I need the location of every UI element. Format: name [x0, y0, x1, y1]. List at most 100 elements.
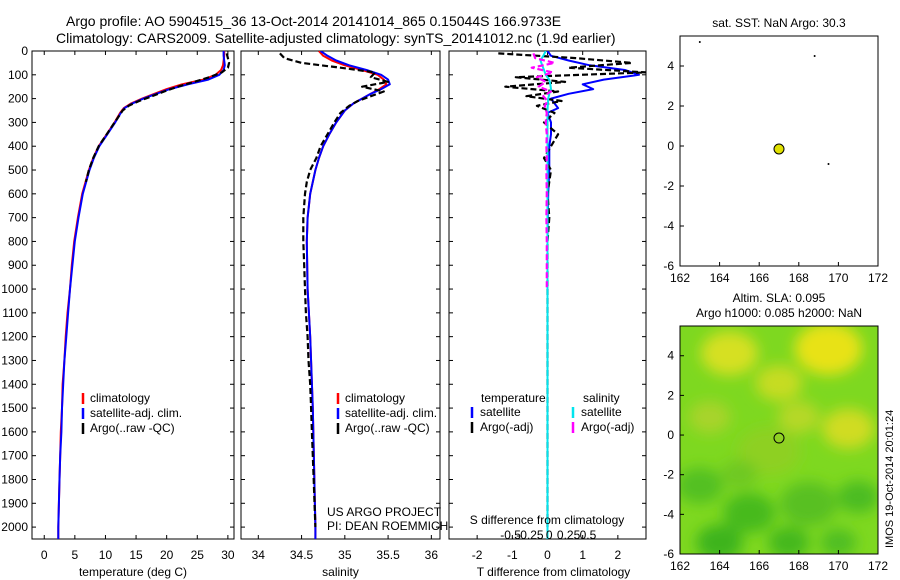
- legend-title-salinity: salinity: [583, 391, 620, 405]
- difference-xtick-label: -1: [507, 548, 518, 562]
- map-speck: [813, 55, 816, 57]
- sla-map-title-line2: Argo h1000: 0.085 h2000: NaN: [696, 306, 862, 320]
- difference-series-line: [546, 51, 640, 539]
- legend-label: Argo(..raw -QC): [90, 421, 175, 435]
- difference-series-line: [498, 52, 646, 528]
- difference-xtick-label: 1: [579, 548, 586, 562]
- depth-tick-label: 1200: [1, 330, 28, 344]
- sst_map-ytick-label: 0: [667, 139, 674, 153]
- depth-tick-label: 800: [8, 234, 28, 248]
- salinity-xlabel: salinity: [322, 565, 359, 579]
- temperature-panel: 0 100 200 300 400 500 600 700 800 900 1000 1100 1200…: [1, 44, 235, 579]
- project-label-line2: PI: DEAN ROEMMICH: [327, 519, 448, 533]
- map-speck: [698, 41, 701, 43]
- depth-tick-label: 100: [8, 68, 28, 82]
- legend-label: climatology: [345, 391, 405, 405]
- depth-tick-label: 400: [8, 139, 28, 153]
- temperature-xtick-label: 25: [191, 548, 205, 562]
- temperature-xtick-label: 5: [72, 548, 79, 562]
- depth-tick-label: 1400: [1, 377, 28, 391]
- sla-blob: [778, 401, 820, 434]
- temperature-xtick-label: 30: [221, 548, 235, 562]
- difference-s-tick-label: 0.5: [580, 528, 597, 542]
- salinity-xtick-label: 36: [425, 548, 439, 562]
- sla_map-xtick-label: 170: [828, 559, 848, 573]
- temperature-xtick-label: 15: [129, 548, 143, 562]
- depth-tick-label: 500: [8, 163, 28, 177]
- difference-s-tick-label: -0.25: [516, 528, 544, 542]
- sla_map-ytick-label: 2: [667, 388, 674, 402]
- legend-label: Argo(-adj): [480, 420, 533, 434]
- difference-xtick-label: 2: [615, 548, 622, 562]
- temperature-xtick-label: 0: [41, 548, 48, 562]
- sla-blob: [696, 524, 743, 554]
- salinity-xtick-label: 35.5: [376, 548, 400, 562]
- sla_map-xtick-label: 168: [789, 559, 809, 573]
- depth-tick-label: 1100: [2, 306, 28, 320]
- depth-tick-label: 1500: [1, 401, 28, 415]
- profile-location-marker: [773, 432, 785, 444]
- legend-title-temperature: temperature: [481, 391, 546, 405]
- sla-blob: [688, 401, 731, 434]
- depth-tick-label: 700: [8, 211, 28, 225]
- depth-tick-label: 200: [8, 92, 28, 106]
- salinity-axes-frame: [240, 50, 441, 540]
- sst_map-xtick-label: 164: [710, 271, 730, 285]
- difference-s-tick-label: -0.5: [500, 528, 521, 542]
- temperature-xtick-label: 10: [99, 548, 113, 562]
- salinity-series-line: [305, 51, 388, 539]
- sla-blob: [721, 460, 758, 489]
- sla-blob: [737, 427, 801, 476]
- figure-title-line2: Climatology: CARS2009. Satellite-adjuste…: [56, 30, 616, 46]
- legend-label: Argo(-adj): [581, 420, 634, 434]
- sla-map-title-line1: Altim. SLA: 0.095: [733, 291, 826, 305]
- depth-tick-label: 900: [8, 258, 28, 272]
- difference-panel: -2 -1 0 1 2 T difference from climatology temp…: [448, 50, 647, 579]
- sla_map-ytick-label: 0: [667, 428, 674, 442]
- legend-label: satellite-adj. clim.: [345, 406, 437, 420]
- depth-tick-label: 1600: [1, 425, 28, 439]
- legend-label: climatology: [90, 391, 150, 405]
- temperature-xtick-label: 20: [160, 548, 174, 562]
- sla-blob: [768, 526, 810, 554]
- map-speck: [827, 163, 830, 165]
- sla-blob: [680, 467, 724, 504]
- salinity-xtick-label: 35: [338, 548, 352, 562]
- difference-series-line: [530, 53, 556, 289]
- sla-heatmap-field: [680, 326, 878, 554]
- sst_map-xtick-label: 172: [868, 271, 888, 285]
- legend-label: satellite: [480, 405, 521, 419]
- difference-xtick-label: -2: [472, 548, 483, 562]
- temperature-xlabel: temperature (deg C): [79, 565, 187, 579]
- depth-tick-label: 2000: [1, 520, 28, 534]
- sla-blob: [755, 365, 803, 401]
- salinity-xtick-label: 34: [252, 548, 266, 562]
- salinity-series-group: [279, 51, 391, 539]
- sst_map-ytick-label: -2: [663, 179, 674, 193]
- legend-label: Argo(..raw -QC): [345, 421, 430, 435]
- temperature-series-group: [57, 51, 231, 539]
- sst_map-xtick-label: 162: [670, 271, 690, 285]
- sst_map-xtick-label: 168: [789, 271, 809, 285]
- sla_map-frame: [679, 325, 879, 555]
- depth-tick-label: 600: [8, 187, 28, 201]
- temperature-series-line: [57, 51, 226, 539]
- sst_map-ytick-label: 2: [667, 99, 674, 113]
- sst_map-xtick-label: 166: [749, 271, 769, 285]
- sla_map-ytick-label: -6: [663, 547, 674, 561]
- sla_map-xtick-label: 164: [710, 559, 730, 573]
- sst_map-frame: [679, 35, 879, 267]
- difference-s-tick-label: 0: [546, 528, 553, 542]
- salinity-series-line: [305, 51, 391, 539]
- depth-tick-label: 1900: [1, 496, 28, 510]
- sla-blob: [700, 331, 759, 376]
- depth-tick-label: 300: [8, 115, 28, 129]
- difference-xtick-label: 0: [544, 548, 551, 562]
- temperature-axes-frame: [31, 50, 235, 540]
- depth-tick-label: 1000: [1, 282, 28, 296]
- legend-label: satellite: [581, 405, 622, 419]
- sst_map-ytick-label: 4: [667, 59, 674, 73]
- sla-blob: [822, 408, 875, 449]
- sst-map-title: sat. SST: NaN Argo: 30.3: [712, 16, 846, 30]
